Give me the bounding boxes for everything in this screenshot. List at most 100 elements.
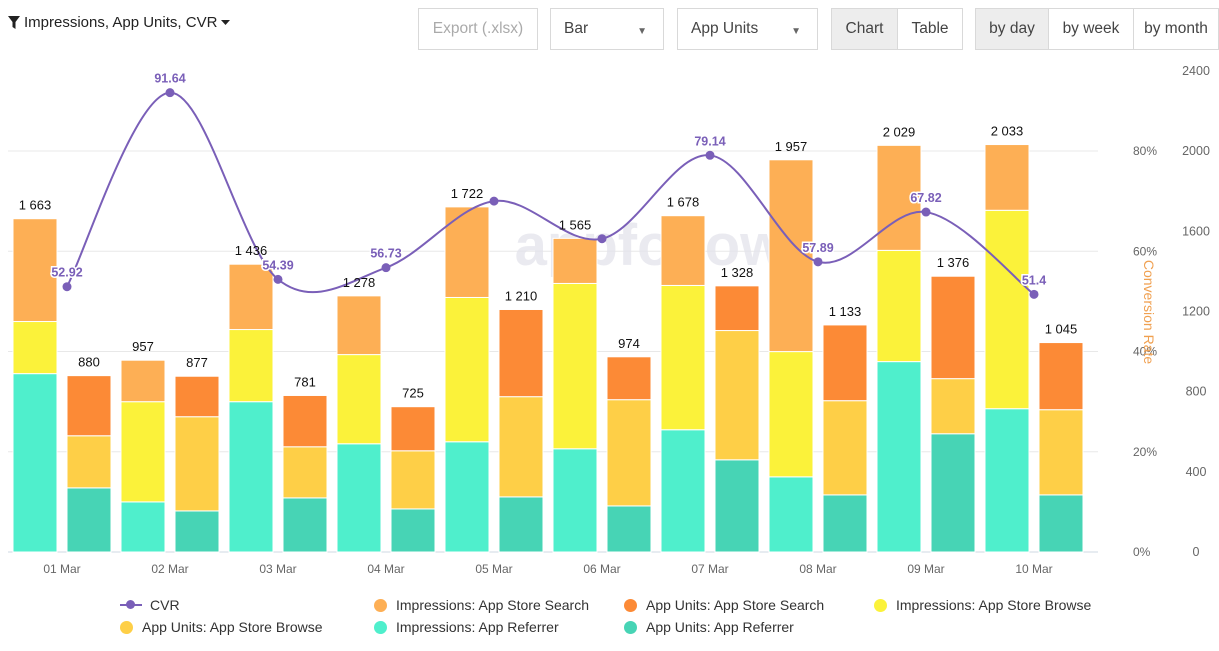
bar-total-label: 957 (132, 339, 154, 354)
legend-item[interactable]: Impressions: App Store Browse (874, 597, 1091, 613)
cvr-label: 54.39 (262, 258, 293, 272)
bar-segment (552, 448, 598, 553)
bar-segment (390, 450, 436, 510)
pct-tick-label: 20% (1133, 445, 1157, 459)
x-tick-label: 06 Mar (583, 562, 620, 576)
bar-segment (390, 406, 436, 452)
view-table-button[interactable]: Table (897, 8, 963, 50)
value-tick-label: 800 (1186, 385, 1207, 399)
value-tick-label: 1600 (1182, 224, 1210, 238)
x-tick-label: 09 Mar (907, 562, 944, 576)
bar-segment (930, 275, 976, 380)
cvr-label: 91.64 (154, 72, 185, 86)
legend-label: App Units: App Referrer (646, 619, 794, 635)
legend-item[interactable]: App Units: App Referrer (624, 619, 794, 635)
x-tick-label: 07 Mar (691, 562, 728, 576)
value-tick-label: 2400 (1182, 64, 1210, 78)
view-table-label: Table (911, 20, 949, 37)
bar-total-label: 1 045 (1045, 322, 1078, 337)
cvr-label: 52.92 (51, 266, 82, 280)
bar-total-label: 1 957 (775, 139, 808, 154)
legend-color-dot (874, 598, 887, 612)
bar-segment (606, 356, 652, 401)
bar-segment (174, 375, 220, 418)
bar-segment (1038, 342, 1084, 411)
bar-total-label: 1 565 (559, 217, 592, 232)
chart-type-select[interactable]: Bar ▼ (550, 8, 664, 50)
legend-color-dot (374, 620, 387, 634)
legend-item[interactable]: Impressions: App Referrer (374, 619, 559, 635)
cvr-label: 67.82 (910, 191, 941, 205)
pct-tick-label: 80% (1133, 144, 1157, 158)
legend-item[interactable]: App Units: App Store Search (624, 597, 824, 613)
legend-color-dot (374, 598, 387, 612)
legend-item[interactable]: CVR (120, 597, 180, 613)
bar-segment (498, 496, 544, 553)
by-week-button[interactable]: by week (1048, 8, 1134, 50)
bar-segment (1038, 494, 1084, 553)
by-day-button[interactable]: by day (975, 8, 1049, 50)
pct-tick-label: 0% (1133, 545, 1151, 559)
value-tick-label: 400 (1186, 465, 1207, 479)
bar-segment (1038, 409, 1084, 496)
bar-segment (930, 378, 976, 435)
bar-segment (12, 373, 58, 553)
cvr-point (597, 234, 607, 244)
bar-segment (768, 476, 814, 553)
bar-segment (120, 401, 166, 503)
cvr-point (921, 207, 931, 217)
bar-segment (876, 361, 922, 553)
measure-select[interactable]: App Units ▼ (677, 8, 818, 50)
legend-label: App Units: App Store Search (646, 597, 825, 613)
value-tick-label: 1200 (1182, 305, 1210, 319)
watermark: appfollow (515, 213, 787, 278)
legend-line-marker (120, 599, 142, 611)
cvr-point (273, 274, 283, 284)
bar-segment (822, 324, 868, 402)
export-button[interactable]: Export (.xlsx) (418, 8, 538, 50)
bar-total-label: 2 029 (883, 124, 916, 139)
bar-segment (984, 408, 1030, 553)
measure-value: App Units (691, 20, 759, 37)
bar-total-label: 1 328 (721, 265, 754, 280)
bar-total-label: 877 (186, 355, 208, 370)
filter-icon (8, 16, 20, 29)
cvr-point (489, 196, 499, 206)
bar-segment (714, 459, 760, 553)
legend-item[interactable]: Impressions: App Store Search (374, 597, 589, 613)
bar-segment (498, 396, 544, 498)
legend-color-dot (624, 620, 637, 634)
bar-segment (552, 282, 598, 450)
bar-segment (714, 330, 760, 461)
cvr-point (813, 257, 823, 267)
by-week-label: by week (1062, 20, 1120, 37)
by-month-button[interactable]: by month (1133, 8, 1219, 50)
x-tick-label: 05 Mar (475, 562, 512, 576)
bar-total-label: 781 (294, 374, 316, 389)
bar-segment (876, 144, 922, 251)
legend-label: Impressions: App Referrer (396, 619, 559, 635)
x-tick-label: 02 Mar (151, 562, 188, 576)
bar-total-label: 1 663 (19, 198, 52, 213)
by-month-label: by month (1144, 20, 1208, 37)
bar-segment (444, 206, 490, 298)
metric-selector[interactable]: Impressions, App Units, CVR (8, 14, 231, 31)
bar-segment (606, 399, 652, 507)
bar-total-label: 1 678 (667, 195, 700, 210)
legend-item[interactable]: App Units: App Store Browse (120, 619, 323, 635)
view-chart-button[interactable]: Chart (831, 8, 898, 50)
cvr-point (381, 263, 391, 273)
caret-down-icon (221, 19, 231, 25)
bar-total-label: 1 278 (343, 275, 376, 290)
bar-total-label: 725 (402, 386, 424, 401)
bar-segment (660, 284, 706, 431)
bar-segment (282, 394, 328, 448)
bar-total-label: 974 (618, 336, 640, 351)
by-day-label: by day (989, 20, 1035, 37)
metric-selector-label: Impressions, App Units, CVR (24, 14, 218, 31)
bar-segment (714, 285, 760, 332)
bar-segment (390, 508, 436, 553)
bar-segment (336, 295, 382, 356)
pct-tick-label: 40% (1133, 345, 1157, 359)
bar-total-label: 1 376 (937, 255, 970, 270)
